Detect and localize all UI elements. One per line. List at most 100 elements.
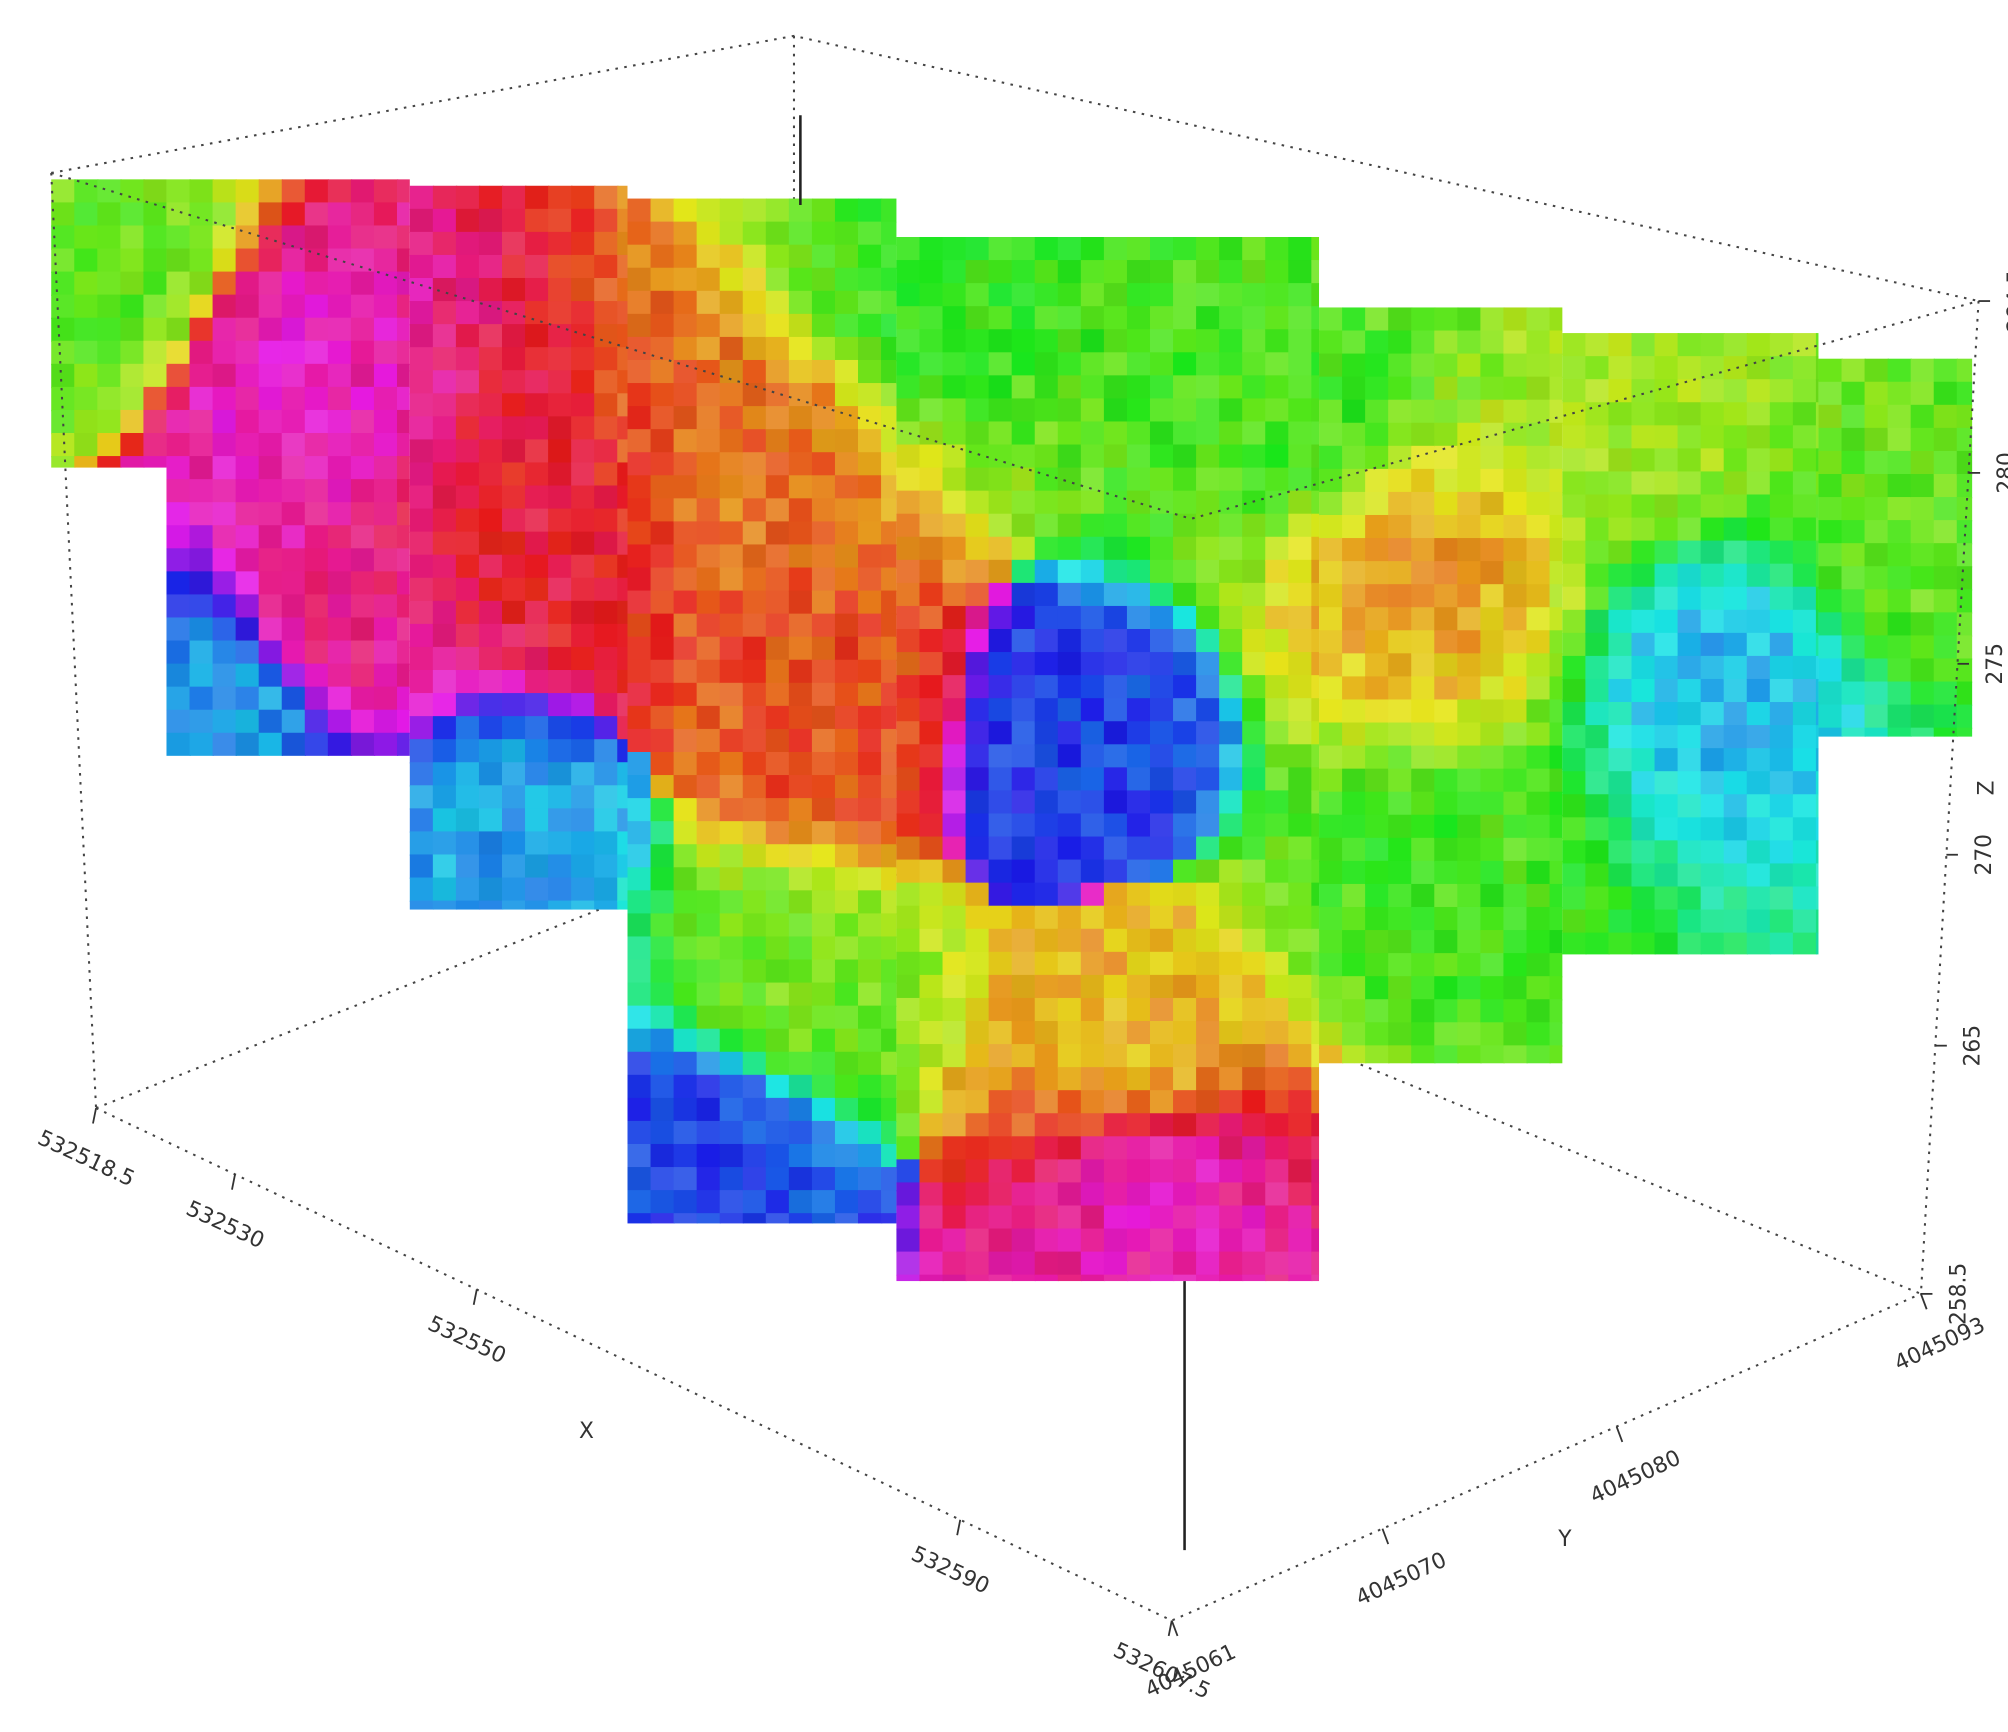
voxel: [1265, 236, 1290, 262]
voxel: [696, 636, 721, 662]
voxel: [1746, 863, 1772, 888]
voxel: [1365, 445, 1390, 471]
voxel: [1365, 906, 1390, 932]
voxel: [1080, 559, 1106, 585]
voxel: [834, 1028, 860, 1054]
voxel: [432, 877, 458, 902]
voxel: [881, 1051, 897, 1077]
voxel: [942, 974, 967, 1000]
voxel: [1126, 582, 1152, 608]
voxel: [719, 1028, 745, 1054]
voxel: [1910, 635, 1936, 660]
voxel: [919, 467, 944, 492]
voxel: [212, 663, 237, 688]
voxel: [1815, 655, 1819, 681]
box-edge: [50, 172, 98, 1109]
voxel: [788, 383, 814, 408]
voxel: [834, 544, 860, 569]
voxel: [571, 554, 596, 580]
voxel: [1057, 605, 1083, 631]
voxel: [1126, 513, 1152, 539]
voxel: [143, 225, 167, 250]
voxel: [373, 594, 399, 619]
voxel: [965, 398, 990, 423]
voxel: [1080, 1205, 1106, 1230]
voxel: [51, 317, 76, 343]
voxel: [1311, 859, 1320, 884]
tick-label: 4045093: [1891, 1313, 1989, 1377]
voxel: [1608, 356, 1633, 381]
voxel: [1288, 536, 1313, 562]
voxel: [571, 462, 596, 487]
voxel: [478, 646, 504, 672]
voxel: [1173, 1136, 1198, 1161]
voxel: [1388, 607, 1413, 632]
voxel: [525, 900, 550, 910]
voxel: [1126, 859, 1152, 884]
voxel: [1792, 494, 1818, 519]
voxel: [1411, 860, 1436, 886]
voxel: [1149, 652, 1175, 677]
voxel: [1149, 1136, 1175, 1161]
voxel: [455, 393, 481, 418]
voxel: [258, 617, 284, 642]
voxel: [1457, 538, 1482, 563]
voxel: [1080, 375, 1106, 400]
voxel: [1887, 589, 1912, 614]
voxel: [1126, 536, 1152, 562]
voxel: [919, 1113, 944, 1138]
voxel: [1219, 559, 1244, 585]
voxel: [650, 359, 675, 385]
voxel: [1388, 468, 1413, 494]
voxel: [1654, 725, 1679, 750]
voxel: [1792, 840, 1818, 865]
voxel: [432, 808, 458, 833]
voxel: [1149, 283, 1175, 308]
voxel: [594, 462, 619, 487]
voxel: [373, 548, 399, 573]
voxel: [1342, 376, 1367, 401]
voxel: [281, 686, 307, 711]
voxel: [617, 716, 628, 741]
voxel: [1503, 584, 1528, 609]
voxel: [1011, 813, 1037, 838]
voxel: [1319, 376, 1344, 401]
voxel: [74, 271, 99, 296]
voxel: [1864, 681, 1889, 706]
voxel: [235, 225, 260, 250]
voxel: [1103, 260, 1129, 285]
voxel: [350, 317, 376, 343]
voxel: [965, 467, 990, 492]
voxel: [1746, 886, 1772, 911]
voxel: [988, 767, 1013, 792]
voxel: [1503, 653, 1528, 678]
voxel: [1219, 1182, 1244, 1207]
voxel: [811, 198, 837, 223]
voxel: [896, 236, 921, 262]
voxel: [742, 728, 768, 754]
voxel: [1480, 837, 1505, 863]
voxel: [1365, 422, 1390, 448]
voxel: [1933, 589, 1959, 614]
voxel: [696, 567, 721, 592]
voxel: [965, 605, 990, 631]
voxel: [1700, 333, 1725, 358]
voxel: [548, 739, 573, 764]
voxel: [166, 709, 191, 735]
voxel: [1388, 399, 1413, 425]
voxel: [881, 705, 897, 731]
voxel: [942, 928, 967, 954]
voxel: [896, 767, 921, 792]
voxel: [1503, 814, 1528, 840]
voxel: [51, 179, 76, 204]
voxel: [1342, 307, 1367, 332]
voxel: [212, 294, 237, 319]
voxel: [97, 294, 122, 319]
voxel: [1608, 886, 1633, 911]
voxel: [1411, 722, 1436, 747]
voxel: [1196, 790, 1221, 815]
voxel: [212, 340, 237, 366]
voxel: [1549, 584, 1563, 609]
voxel: [1503, 630, 1528, 655]
voxel: [120, 271, 145, 296]
